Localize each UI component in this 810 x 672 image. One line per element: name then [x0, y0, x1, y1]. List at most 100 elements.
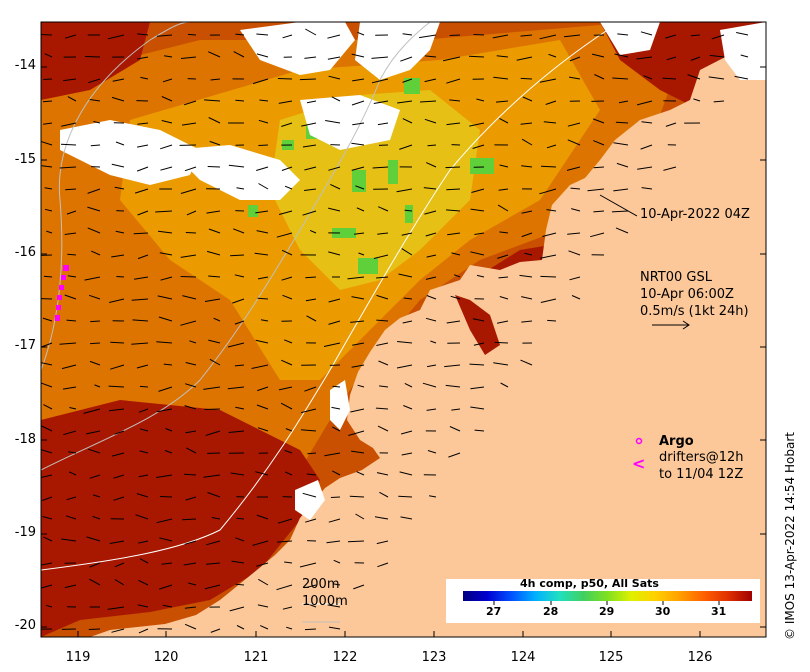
current-vector: [90, 250, 101, 256]
current-vector: [328, 251, 341, 256]
current-vector: [206, 250, 221, 256]
current-vector: [590, 232, 605, 238]
current-vector: [331, 406, 341, 410]
current-vector: [138, 474, 149, 478]
current-vector: [230, 472, 245, 476]
current-vector: [373, 100, 389, 104]
current-vector: [612, 77, 629, 80]
current-vector: [376, 472, 389, 476]
current-vector: [110, 341, 125, 344]
current-vector: [445, 384, 461, 388]
current-vector: [640, 144, 653, 150]
current-vector: [251, 364, 269, 369]
current-vector: [330, 496, 341, 498]
current-vector: [257, 604, 269, 608]
current-vector: [520, 34, 533, 37]
current-vector: [396, 364, 413, 369]
current-vector: [539, 78, 557, 83]
current-vector: [476, 274, 485, 278]
drifters-period-label: to 11/04 12Z: [659, 467, 744, 482]
current-vector: [109, 298, 125, 303]
colorbar-tick-label: 29: [599, 605, 615, 618]
current-vector: [299, 78, 317, 81]
current-vector: [282, 34, 293, 39]
current-vector: [402, 33, 413, 36]
current-vector: [400, 430, 413, 435]
current-vector: [207, 166, 221, 168]
current-vector: [208, 228, 221, 234]
current-vector: [662, 77, 677, 80]
current-vector: [183, 562, 197, 566]
current-vector: [257, 386, 269, 392]
current-vector: [540, 298, 557, 303]
current-vector: [114, 562, 125, 568]
current-vector: [213, 317, 221, 322]
current-vector: [498, 188, 509, 191]
current-vector: [138, 540, 149, 544]
current-vector: [446, 78, 461, 84]
sst-time-pointer: [599, 194, 638, 217]
current-vector: [159, 537, 173, 542]
current-vector: [349, 495, 365, 498]
current-vector: [233, 51, 245, 58]
y-tick-label: -16: [14, 245, 36, 260]
current-vector: [138, 628, 149, 634]
current-vector: [424, 210, 437, 215]
current-vector: [304, 628, 317, 631]
current-vector: [139, 450, 149, 454]
current-vector: [350, 320, 365, 323]
current-vector: [256, 53, 269, 58]
current-vector: [156, 341, 173, 344]
current-vector: [109, 408, 125, 412]
current-vector: [351, 142, 365, 146]
current-vector: [304, 188, 317, 191]
current-vector: [61, 364, 77, 370]
current-vector: [134, 276, 149, 280]
current-vector: [92, 494, 101, 498]
current-vector: [469, 122, 485, 127]
y-tick-label: -19: [14, 525, 36, 540]
current-vector: [306, 100, 317, 104]
current-vector: [351, 166, 365, 171]
current-vector: [281, 122, 293, 127]
current-vector: [180, 188, 197, 194]
current-vector: [181, 122, 197, 126]
current-vector: [184, 405, 197, 410]
current-time-label: 10-Apr 06:00Z: [640, 287, 734, 302]
current-vector: [136, 364, 149, 369]
current-vector: [137, 33, 149, 36]
current-vector: [207, 51, 221, 58]
current-vector: [136, 493, 149, 498]
current-vector: [539, 188, 557, 195]
current-vector: [447, 232, 461, 236]
current-vector: [374, 516, 389, 520]
current-vector: [228, 430, 245, 433]
current-vector: [41, 562, 53, 566]
current-vector: [208, 117, 221, 124]
current-vector: [306, 473, 317, 476]
current-vector: [419, 100, 437, 103]
current-vector: [284, 449, 293, 454]
current-vector: [493, 76, 509, 80]
current-vector: [709, 54, 725, 58]
current-vector: [60, 143, 77, 146]
current-vector: [446, 122, 461, 126]
current-vector: [495, 100, 509, 103]
current-vector: [208, 275, 221, 278]
current-vector: [470, 251, 485, 256]
current-vector: [204, 99, 221, 102]
current-vector: [110, 364, 125, 370]
current-vector: [333, 559, 341, 564]
current-vector: [302, 492, 317, 498]
current-vector: [156, 408, 173, 413]
sst-time-label: 10-Apr-2022 04Z: [640, 207, 750, 222]
current-vector: [155, 210, 173, 213]
current-vector: [229, 606, 245, 612]
current-vector: [85, 56, 101, 58]
current-vector: [137, 122, 149, 125]
current-vector: [184, 623, 197, 630]
current-vector: [134, 188, 149, 194]
current-vector: [398, 273, 413, 278]
current-vector: [713, 100, 725, 103]
current-vector: [399, 471, 413, 476]
